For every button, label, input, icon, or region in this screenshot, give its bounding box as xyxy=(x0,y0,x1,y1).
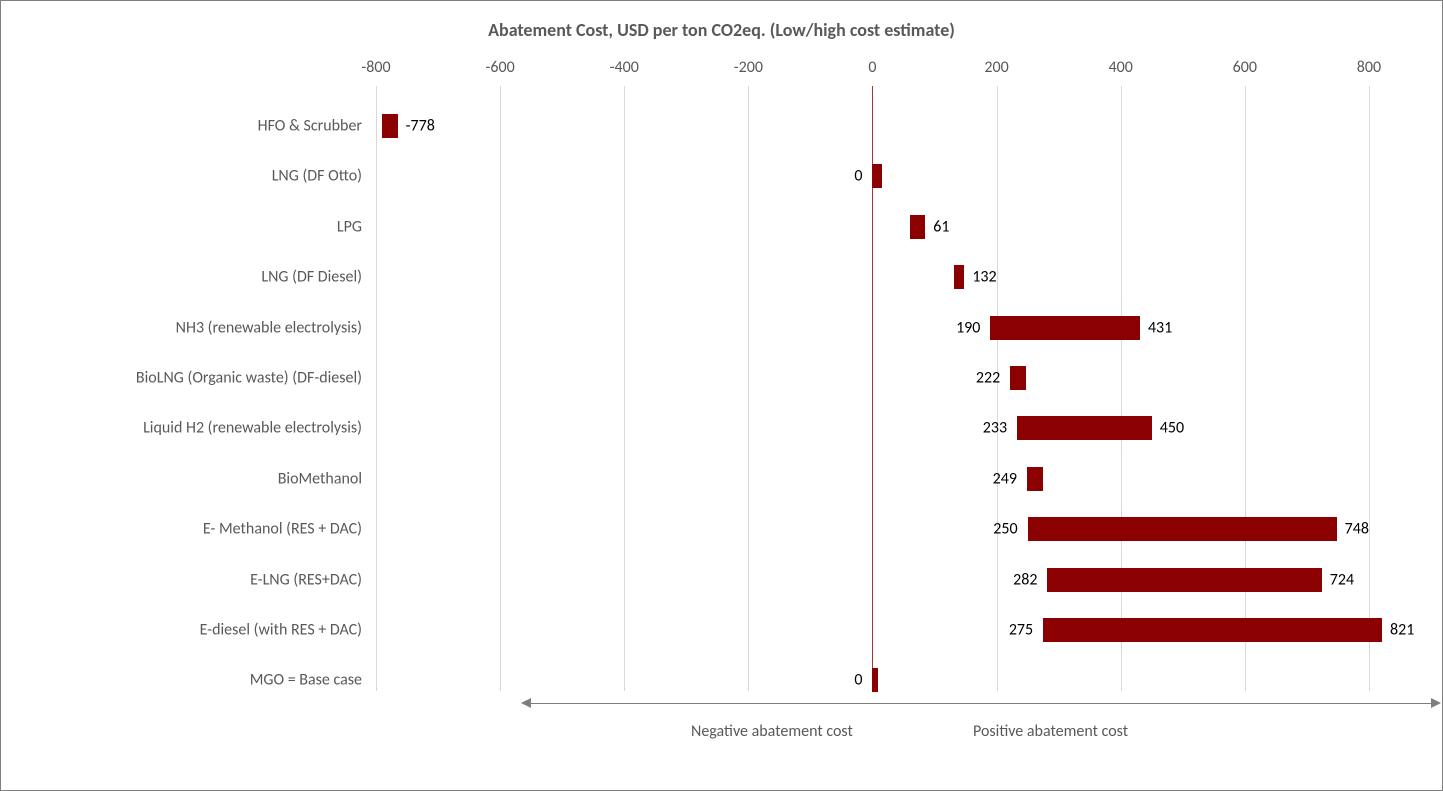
value-label-low: 0 xyxy=(854,671,862,690)
category-label: LNG (DF Diesel) xyxy=(261,268,362,287)
x-tick-label: -800 xyxy=(361,58,390,77)
category-label: BioLNG (Organic waste) (DF-diesel) xyxy=(136,369,362,388)
category-label: LNG (DF Otto) xyxy=(272,167,362,186)
annotation-arrow-left-icon xyxy=(521,698,531,708)
value-label-low: 190 xyxy=(956,318,980,337)
gridline xyxy=(1369,86,1370,691)
category-label: LPG xyxy=(337,217,362,236)
category-label: HFO & Scrubber xyxy=(258,117,362,136)
bar xyxy=(872,164,881,188)
gridline xyxy=(1245,86,1246,691)
gridline xyxy=(500,86,501,691)
category-label: BioMethanol xyxy=(278,469,362,488)
value-label-high: 132 xyxy=(972,268,996,287)
gridline xyxy=(624,86,625,691)
category-label: MGO = Base case xyxy=(250,671,362,690)
category-label: E- Methanol (RES + DAC) xyxy=(203,520,362,539)
annotation-arrow-line xyxy=(531,703,1431,704)
annotation-arrow-right-icon xyxy=(1431,698,1441,708)
bar xyxy=(872,668,878,692)
value-label-high: 821 xyxy=(1390,621,1414,640)
x-tick-label: 800 xyxy=(1357,58,1381,77)
bar xyxy=(1043,618,1382,642)
value-label-high: 724 xyxy=(1330,570,1354,589)
bar xyxy=(1027,467,1043,491)
value-label-high: -778 xyxy=(406,117,435,136)
x-tick-label: -600 xyxy=(485,58,514,77)
bar xyxy=(954,265,964,289)
chart-title: Abatement Cost, USD per ton CO2eq. (Low/… xyxy=(1,19,1442,41)
bar xyxy=(910,215,925,239)
value-label-high: 450 xyxy=(1160,419,1184,438)
value-label-low: 222 xyxy=(976,369,1000,388)
gridline xyxy=(748,86,749,691)
gridline xyxy=(997,86,998,691)
negative-annotation: Negative abatement cost xyxy=(691,722,853,741)
bar xyxy=(1047,568,1321,592)
bar xyxy=(382,114,398,138)
x-tick-label: 400 xyxy=(1109,58,1133,77)
value-label-low: 250 xyxy=(993,520,1017,539)
category-label: NH3 (renewable electrolysis) xyxy=(176,318,362,337)
value-label-low: 282 xyxy=(1013,570,1037,589)
category-label: E-LNG (RES+DAC) xyxy=(250,570,362,589)
category-label: E-diesel (with RES + DAC) xyxy=(200,621,362,640)
value-label-high: 61 xyxy=(933,217,949,236)
gridline xyxy=(1121,86,1122,691)
chart-container: Abatement Cost, USD per ton CO2eq. (Low/… xyxy=(0,0,1443,791)
category-label: Liquid H2 (renewable electrolysis) xyxy=(143,419,362,438)
x-tick-label: -200 xyxy=(734,58,763,77)
positive-annotation: Positive abatement cost xyxy=(973,722,1128,741)
value-label-low: 275 xyxy=(1009,621,1033,640)
x-tick-label: 200 xyxy=(984,58,1008,77)
value-label-low: 233 xyxy=(983,419,1007,438)
value-label-low: 0 xyxy=(854,167,862,186)
value-label-low: 249 xyxy=(993,469,1017,488)
x-tick-label: 0 xyxy=(868,58,876,77)
plot-area xyxy=(376,86,1431,691)
value-label-high: 748 xyxy=(1345,520,1369,539)
gridline xyxy=(376,86,377,691)
bar xyxy=(1017,416,1152,440)
x-tick-label: 600 xyxy=(1233,58,1257,77)
bar xyxy=(990,316,1140,340)
bar xyxy=(1010,366,1026,390)
bar xyxy=(1028,517,1337,541)
value-label-high: 431 xyxy=(1148,318,1172,337)
x-tick-label: -400 xyxy=(610,58,639,77)
